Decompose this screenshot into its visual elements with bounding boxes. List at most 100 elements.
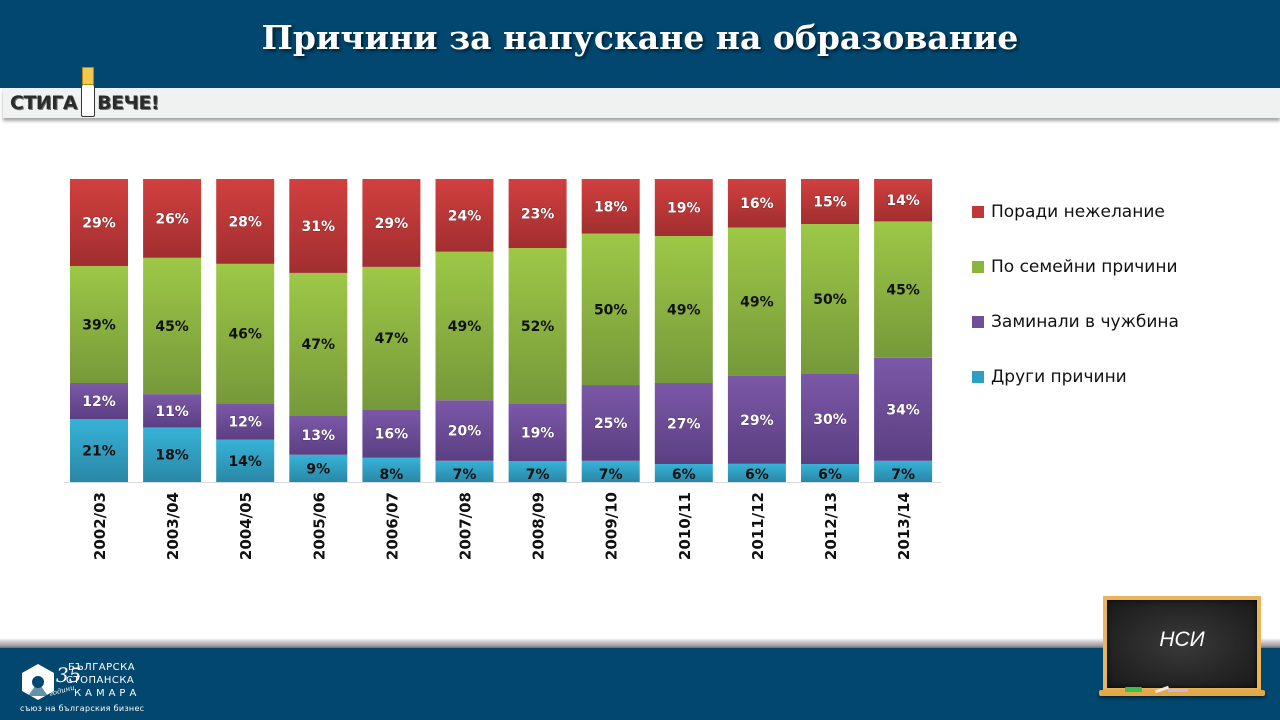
- bar-segment: [216, 263, 275, 404]
- bar-segment: [874, 460, 933, 482]
- x-tick-label: 2009/10: [603, 492, 621, 560]
- chalkboard-ledge: [1099, 690, 1265, 696]
- bar-segment: [874, 357, 933, 461]
- bar-segment: [289, 179, 348, 273]
- data-label: 29%: [375, 216, 409, 232]
- bar-segment: [362, 179, 421, 267]
- bar-segment: [143, 427, 202, 482]
- legend-label: Поради нежелание: [991, 202, 1165, 222]
- bar-segment: [508, 248, 567, 404]
- bar-segment: [216, 403, 275, 440]
- data-label: 7%: [526, 467, 550, 483]
- data-labels-layer: 21% 12% 39% 29% 18% 11% 45% 26% 14% 12% 46% 28% 9% 13…: [82, 193, 921, 483]
- data-label: 39%: [82, 318, 116, 334]
- data-label: 49%: [667, 303, 701, 319]
- data-label: 12%: [228, 414, 262, 430]
- org-name-line2: СТОПАНСКА: [66, 675, 135, 686]
- bsk-emblem-icon: 35 години: [22, 663, 81, 700]
- logo-left-text: СТИГА: [10, 92, 78, 114]
- bar-segment: [289, 454, 348, 482]
- anniversary-number: 35: [56, 663, 81, 687]
- bar-segment: [508, 461, 567, 482]
- bar-segment: [727, 227, 786, 376]
- bar-segment: [70, 179, 128, 266]
- legend-swatch-purple: [972, 316, 984, 328]
- data-label: 14%: [886, 193, 920, 209]
- x-tick-label: 2004/05: [237, 492, 255, 560]
- bar-segment: [654, 236, 713, 383]
- bar-segment: [801, 224, 859, 374]
- data-label: 26%: [155, 211, 189, 227]
- bar-segment: [801, 464, 859, 482]
- x-tick-label: 2010/11: [676, 492, 694, 560]
- data-label: 52%: [521, 319, 555, 335]
- data-label: 50%: [813, 292, 847, 308]
- data-label: 47%: [302, 337, 336, 353]
- x-tick-labels-layer: 2002/03 2003/04 2004/05 2005/06 2006/07 2007/…: [91, 492, 913, 560]
- bar-segment: [801, 374, 859, 464]
- bar-segment: [727, 179, 786, 228]
- stiga-veche-logo: СТИГА ВЕЧЕ!: [10, 67, 160, 117]
- data-label: 7%: [891, 467, 915, 483]
- source-label: НСИ: [1159, 628, 1205, 651]
- legend-swatch-green: [972, 261, 984, 273]
- data-label: 9%: [306, 461, 330, 477]
- chalk-icon: [1168, 689, 1188, 692]
- data-label: 14%: [228, 454, 262, 470]
- bar-segment: [216, 179, 275, 264]
- data-label: 25%: [594, 416, 628, 432]
- legend-label: По семейни причини: [991, 257, 1178, 277]
- data-label: 28%: [228, 214, 262, 230]
- x-tick-label: 2003/04: [164, 492, 182, 560]
- page-title: Причини за напускане на образование: [261, 18, 1019, 57]
- bar-segment: [654, 383, 713, 464]
- legend-item-abroad: Заминали в чужбина: [972, 312, 1179, 332]
- x-tick-label: 2007/08: [457, 492, 475, 560]
- x-tick-label: 2011/12: [749, 492, 767, 560]
- bar-segment: [435, 251, 494, 401]
- data-label: 27%: [667, 417, 701, 433]
- data-label: 30%: [813, 412, 847, 428]
- footer-divider: [0, 638, 1280, 648]
- data-label: 7%: [599, 467, 623, 483]
- bar-segment: [435, 179, 494, 252]
- legend-swatch-red: [972, 206, 984, 218]
- data-label: 20%: [448, 423, 482, 439]
- data-label: 19%: [521, 426, 555, 442]
- bar-segment: [581, 233, 640, 386]
- data-label: 34%: [886, 402, 920, 418]
- yellow-card-icon: [82, 67, 95, 85]
- bar-segment: [70, 419, 128, 482]
- data-label: 6%: [672, 467, 696, 483]
- logo-right-text: ВЕЧЕ!: [97, 92, 160, 114]
- data-label: 13%: [302, 428, 336, 444]
- data-label: 8%: [380, 467, 404, 483]
- bar-segment: [581, 385, 640, 461]
- brand-strip: [3, 88, 1280, 118]
- legend-item-other: Други причини: [972, 367, 1127, 387]
- data-label: 45%: [155, 319, 189, 335]
- yellow-card-hand-icon: [78, 67, 96, 117]
- bar-segment: [727, 463, 786, 482]
- data-label: 6%: [745, 467, 769, 483]
- data-label: 50%: [594, 302, 628, 318]
- data-label: 49%: [448, 319, 482, 335]
- data-label: 49%: [740, 295, 774, 311]
- bar-segment: [581, 460, 640, 482]
- org-slogan: съюз на българския бизнес: [20, 704, 145, 713]
- data-label: 29%: [82, 216, 116, 232]
- data-label: 45%: [886, 283, 920, 299]
- data-label: 29%: [740, 413, 774, 429]
- legend-label: Други причини: [991, 367, 1127, 387]
- bar-segment: [70, 383, 128, 419]
- bar-segment: [143, 257, 202, 395]
- bar-segment: [143, 179, 202, 258]
- data-label: 23%: [521, 207, 555, 223]
- data-label: 19%: [667, 201, 701, 217]
- bar-segment: [289, 272, 348, 416]
- data-label: 11%: [155, 404, 189, 420]
- footer-bar: [0, 648, 1280, 720]
- x-tick-label: 2005/06: [310, 492, 328, 560]
- bar-segment: [435, 460, 494, 482]
